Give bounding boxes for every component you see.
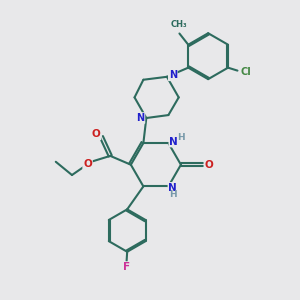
Text: CH₃: CH₃ (171, 20, 188, 29)
Text: N: N (169, 136, 178, 147)
Text: O: O (83, 159, 92, 169)
Text: O: O (92, 129, 100, 140)
Text: H: H (177, 133, 184, 142)
Text: N: N (169, 70, 177, 80)
Text: H: H (169, 190, 177, 199)
Text: F: F (123, 262, 130, 272)
Text: N: N (136, 113, 145, 123)
Text: N: N (168, 183, 177, 193)
Text: O: O (205, 160, 213, 170)
Text: Cl: Cl (241, 67, 252, 77)
